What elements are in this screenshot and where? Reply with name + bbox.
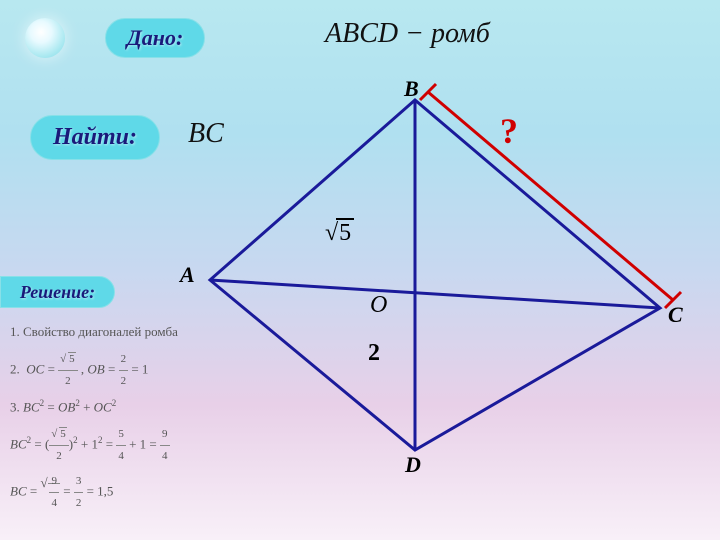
problem-statement-text: ABCD − ромб [325, 18, 490, 49]
find-pill: Найти: [30, 115, 160, 160]
solution-line-2: 2. OC = 52 , OB = 22 = 1 [10, 349, 178, 392]
problem-statement: ABCD − ромб [325, 18, 490, 50]
solution-label: Решение: [20, 282, 95, 303]
solution-line-3: 3. BC2 = OB2 + OC2 [10, 395, 178, 420]
diagonal-ac [210, 280, 660, 308]
annotation-ac-len: √5 [325, 220, 354, 247]
vertex-a: A [180, 262, 195, 288]
find-label: Найти: [53, 124, 137, 151]
given-label: Дано: [127, 25, 184, 51]
rhombus-outline [210, 100, 660, 450]
question-mark: ? [500, 110, 518, 152]
solution-line-1: 1. Свойство диагоналей ромба [10, 320, 178, 345]
center-o: O [370, 292, 387, 319]
decorative-orb [25, 18, 65, 58]
unknown-side-bc [420, 84, 681, 308]
given-pill: Дано: [105, 18, 205, 58]
solution-line-4: BC2 = (52)2 + 12 = 54 + 1 = 94 [10, 424, 178, 467]
solution-pill: Решение: [0, 276, 115, 308]
vertex-b: B [404, 76, 419, 102]
diagram-svg [170, 80, 700, 520]
solution-line-5: BC = 94 = 32 = 1,5 [10, 471, 178, 514]
rhombus-diagram: A B C D O √5 2 ? [170, 80, 700, 520]
annotation-bd-len: 2 [368, 340, 380, 367]
vertex-c: C [668, 302, 683, 328]
solution-block: 1. Свойство диагоналей ромба 2. OC = 52 … [10, 320, 178, 518]
vertex-d: D [405, 452, 421, 478]
